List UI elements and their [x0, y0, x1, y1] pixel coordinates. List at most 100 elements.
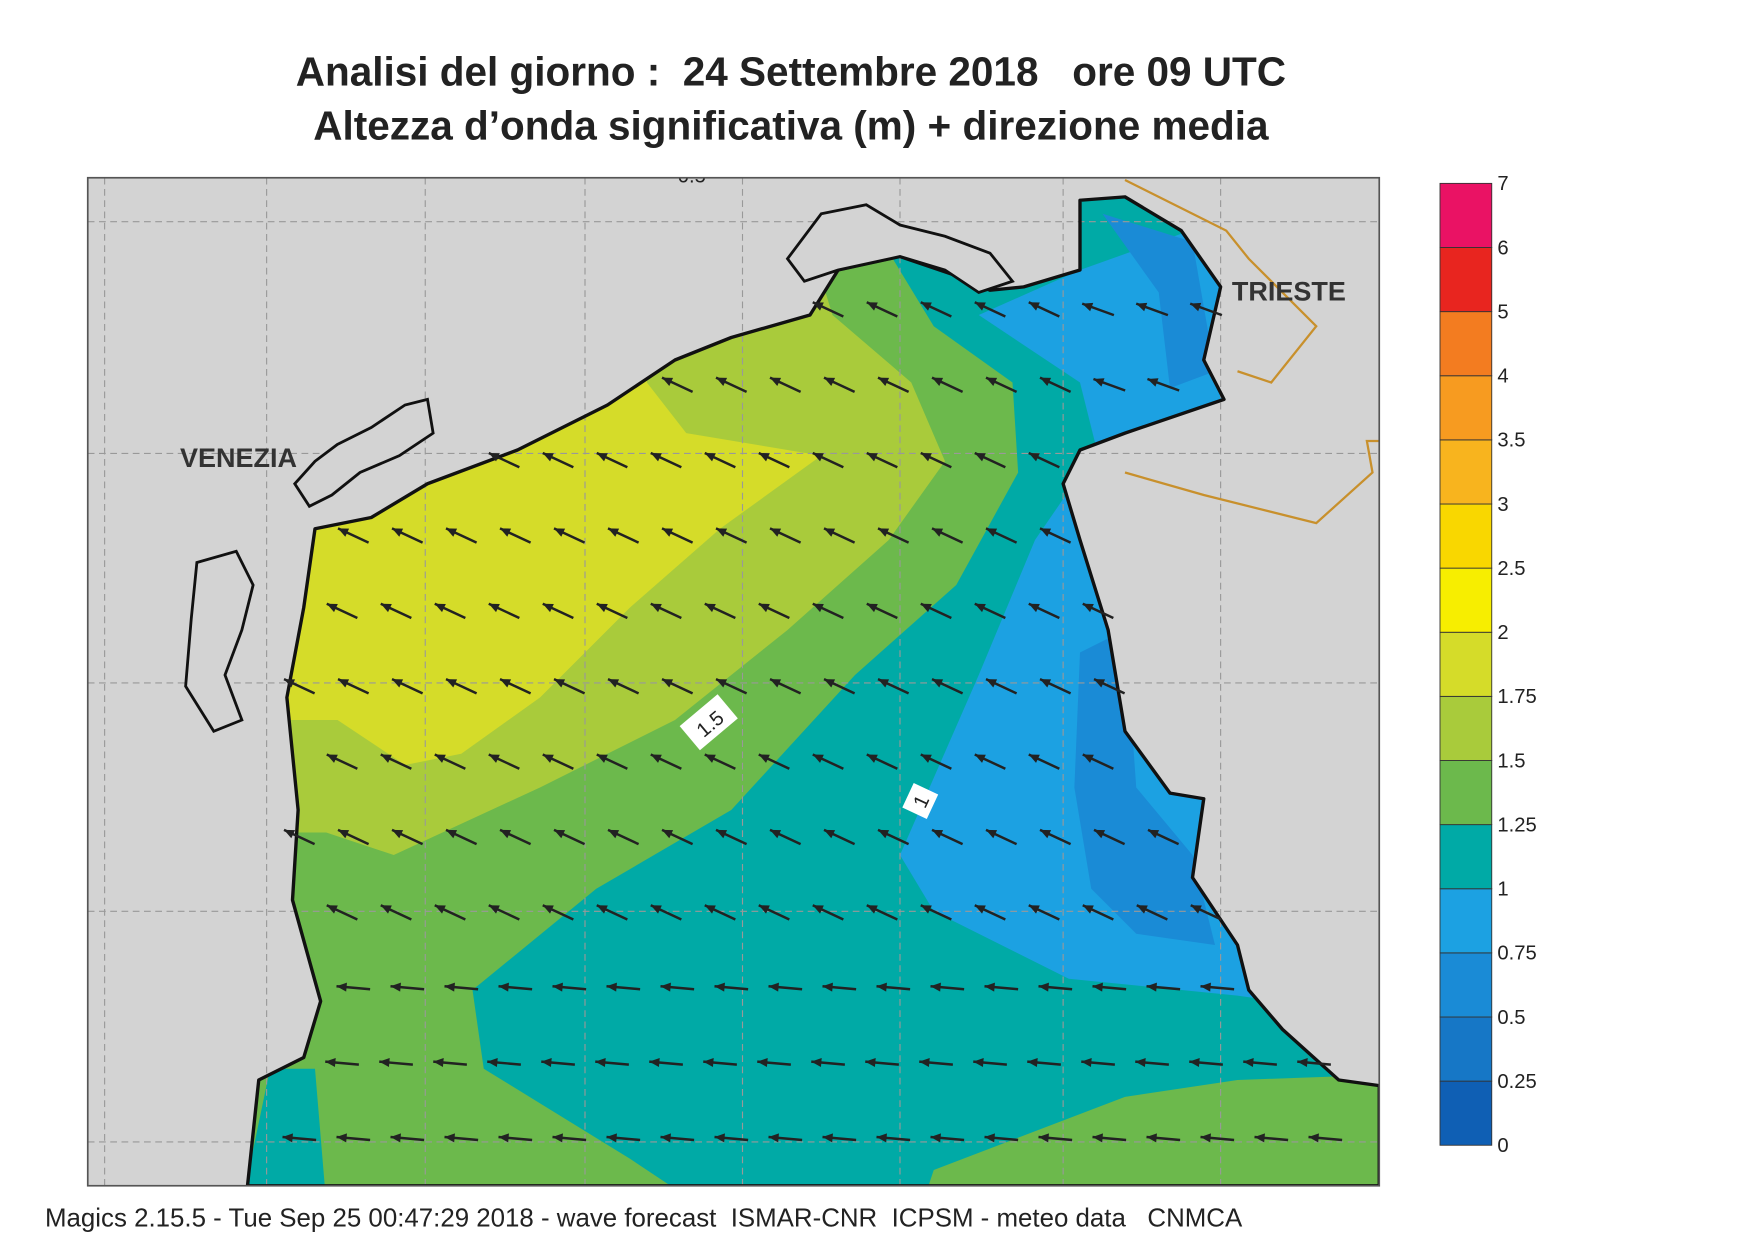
colorbar-band — [1439, 952, 1493, 1018]
arrow — [1190, 904, 1222, 921]
arrow-head — [390, 1133, 401, 1143]
arrow-head — [552, 982, 563, 992]
arrow-head — [433, 1058, 444, 1068]
arrow-head — [1040, 528, 1052, 537]
arrow-head — [446, 679, 458, 688]
arrow-head — [338, 829, 350, 839]
arrow-head — [974, 302, 986, 311]
arrow — [1082, 753, 1114, 770]
arrow — [596, 753, 628, 770]
colorbar-band — [1439, 888, 1493, 954]
arrow — [650, 753, 682, 770]
arrow — [488, 602, 520, 620]
arrow-head — [1094, 679, 1106, 688]
arrow — [595, 1058, 629, 1068]
arrow-head — [1028, 754, 1040, 763]
arrow — [1028, 904, 1060, 921]
arrow-head — [704, 905, 716, 914]
colorbar-tick-label: 6 — [1497, 237, 1508, 259]
arrow — [1243, 1058, 1277, 1068]
arrow-head — [338, 679, 350, 688]
arrow-head — [1040, 679, 1052, 688]
arrow-head — [932, 829, 944, 839]
arrow — [336, 1133, 371, 1143]
arrow-head — [608, 528, 620, 537]
arrow — [1297, 1058, 1331, 1068]
arrow — [758, 753, 790, 770]
arrow — [866, 753, 898, 770]
arrow-head — [444, 1133, 455, 1143]
arrow-head — [660, 1133, 671, 1143]
arrow — [553, 677, 586, 695]
arrow — [865, 1058, 899, 1068]
arrow — [1200, 1133, 1235, 1143]
arrow — [985, 828, 1018, 846]
footer: Magics 2.15.5 - Tue Sep 25 00:47:29 2018… — [45, 1204, 1243, 1232]
arrow-head — [878, 679, 890, 688]
arrow-head — [811, 1058, 822, 1068]
arrow — [974, 602, 1006, 620]
arrow — [985, 376, 1018, 394]
arrow-head — [325, 1058, 336, 1068]
arrow-head — [812, 603, 824, 613]
contour-label: 0.5 — [678, 165, 706, 187]
colorbar-band — [1439, 247, 1493, 313]
arrow-head — [714, 982, 725, 992]
arrow — [336, 982, 371, 992]
arrow — [650, 451, 682, 469]
arrow-head — [1028, 603, 1040, 613]
arrow-head — [876, 982, 887, 992]
arrow-head — [822, 982, 833, 992]
arrow-head — [542, 754, 554, 763]
arrow-head — [1040, 829, 1052, 839]
arrow — [1254, 1133, 1289, 1143]
border — [1124, 178, 1380, 525]
arrow-head — [1027, 1058, 1038, 1068]
arrow — [661, 376, 694, 394]
arrow-head — [542, 603, 554, 613]
arrow — [433, 1058, 467, 1068]
arrow — [1039, 677, 1072, 695]
arrow — [974, 451, 1006, 469]
arrow-head — [1146, 982, 1157, 992]
arrow — [931, 527, 964, 544]
arrow — [920, 301, 952, 318]
arrow-head — [392, 528, 404, 537]
arrow — [931, 677, 964, 695]
arrow — [769, 527, 802, 544]
arrow — [283, 677, 316, 695]
arrow — [877, 527, 910, 544]
arrow — [434, 602, 466, 620]
arrow — [282, 1133, 317, 1143]
arrow-head — [865, 1058, 876, 1068]
arrow-head — [1082, 905, 1094, 914]
colorbar-tick-label: 0 — [1497, 1135, 1508, 1157]
arrow-head — [703, 1058, 714, 1068]
arrow-head — [1190, 905, 1202, 914]
arrow — [1093, 677, 1126, 695]
arrow-head — [596, 754, 608, 763]
colorbar-band — [1439, 567, 1493, 633]
arrow — [877, 376, 910, 394]
arrow — [714, 1133, 749, 1143]
arrow-head — [1200, 982, 1211, 992]
arrow — [866, 451, 898, 469]
arrow — [1081, 302, 1115, 317]
arrow-head — [1038, 1133, 1049, 1143]
arrow-head — [768, 1133, 779, 1143]
colorbar-tick-label: 3 — [1497, 494, 1508, 516]
arrow-head — [974, 754, 986, 763]
colorbar-tick-label: 1 — [1497, 879, 1508, 901]
arrow-head — [650, 603, 662, 613]
arrow-head — [984, 982, 995, 992]
arrow — [920, 451, 952, 469]
arrow-head — [716, 679, 728, 688]
arrow — [812, 451, 844, 469]
arrow — [326, 753, 358, 770]
arrow — [499, 828, 532, 846]
wave-directions — [282, 301, 1343, 1143]
coastline — [245, 195, 1380, 1186]
arrow — [823, 828, 856, 846]
arrow-head — [1092, 1133, 1103, 1143]
colorbar-tick-label: 1.75 — [1497, 686, 1536, 708]
